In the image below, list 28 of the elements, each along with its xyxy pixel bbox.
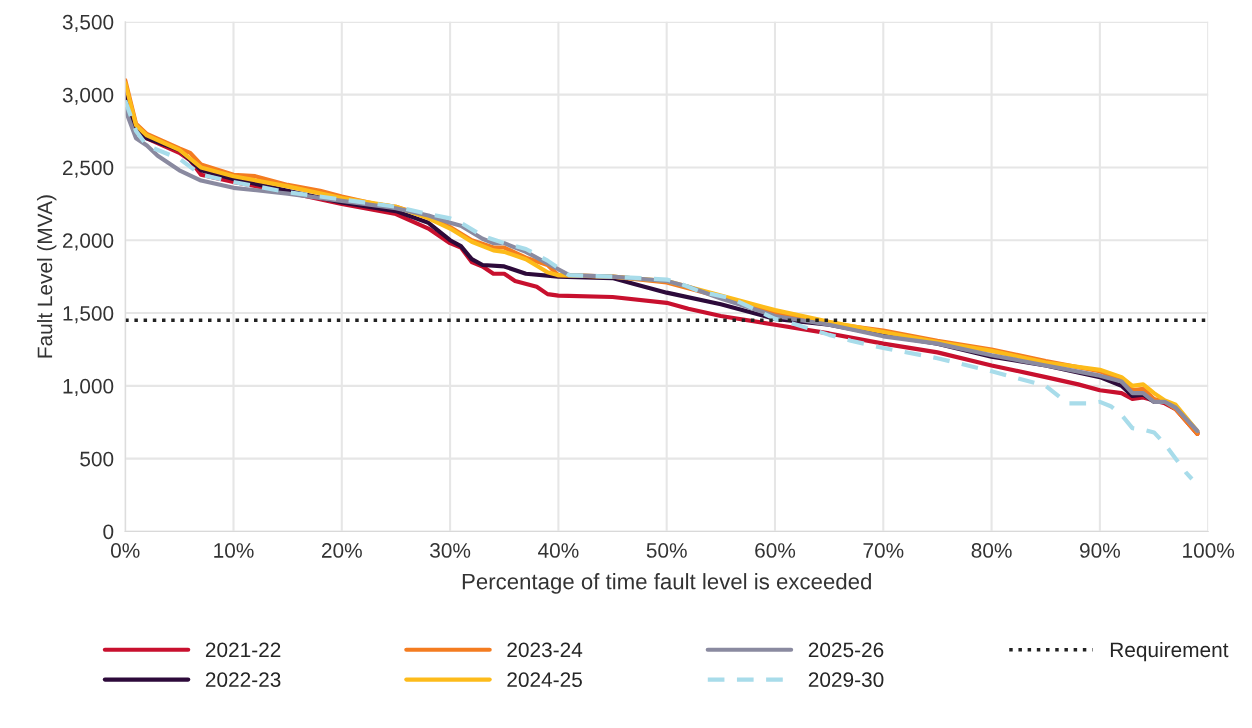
legend-label: 2021-22 xyxy=(205,642,281,658)
y-tick-label: 1,500 xyxy=(63,306,114,324)
legend-label: Requirement xyxy=(1110,641,1229,662)
legend-label: 2023-24 xyxy=(507,642,583,658)
legend-label: 2024-25 xyxy=(507,672,582,688)
y-tick-label: 2,500 xyxy=(63,160,114,178)
x-tick-label: 90% xyxy=(1080,543,1120,558)
x-tick-label: 70% xyxy=(863,543,904,558)
y-tick-label: 1,000 xyxy=(63,378,114,397)
x-tick-label: 80% xyxy=(971,543,1012,558)
y-tick-label: 500 xyxy=(80,451,114,467)
x-tick-label: 60% xyxy=(755,543,796,558)
x-tick-label: 10% xyxy=(214,543,254,558)
legend-label: 2029-30 xyxy=(808,672,884,688)
x-tick-label: 100% xyxy=(1183,543,1235,558)
x-axis-title: Percentage of time fault level is exceeded xyxy=(462,573,871,594)
x-tick-label: 0% xyxy=(110,543,140,558)
x-tick-label: 30% xyxy=(430,543,471,558)
x-tick-label: 20% xyxy=(322,543,362,558)
legend-label: 2022-23 xyxy=(205,672,281,688)
y-tick-label: 3,500 xyxy=(62,14,114,33)
x-tick-label: 50% xyxy=(646,543,687,558)
y-axis-title: Fault Level (MVA) xyxy=(36,195,57,358)
x-tick-label: 40% xyxy=(538,543,579,558)
y-tick-label: 3,000 xyxy=(62,87,114,105)
y-tick-label: 0 xyxy=(103,524,114,540)
y-tick-label: 2,000 xyxy=(63,233,114,251)
legend-label: 2025-26 xyxy=(808,642,884,658)
